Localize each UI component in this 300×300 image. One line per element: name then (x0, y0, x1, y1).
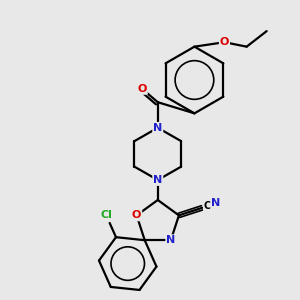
Text: C: C (204, 201, 211, 211)
Text: O: O (137, 84, 147, 94)
Text: N: N (153, 175, 162, 185)
Text: O: O (132, 210, 141, 220)
Text: Cl: Cl (100, 210, 112, 220)
Text: N: N (211, 198, 220, 208)
Text: O: O (220, 37, 229, 47)
Text: N: N (153, 123, 162, 133)
Text: N: N (166, 235, 176, 245)
